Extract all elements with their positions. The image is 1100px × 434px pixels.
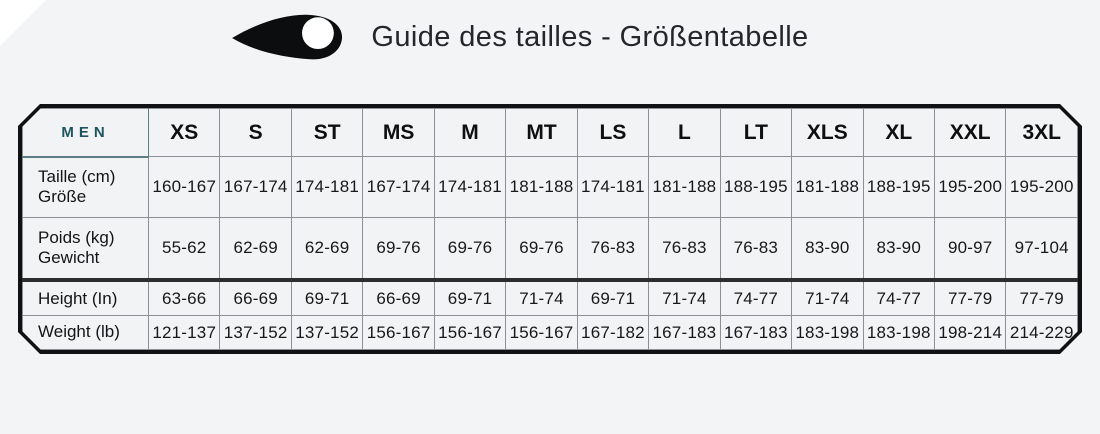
size-column-header: XL: [863, 109, 934, 157]
size-value-cell: 156-167: [363, 316, 434, 350]
size-column-header: MS: [363, 109, 434, 157]
size-value-cell: 69-71: [434, 280, 505, 316]
size-value-cell: 188-195: [720, 157, 791, 218]
size-value-cell: 66-69: [363, 280, 434, 316]
size-value-cell: 195-200: [1006, 157, 1078, 218]
size-value-cell: 167-182: [577, 316, 648, 350]
size-value-cell: 74-77: [720, 280, 791, 316]
size-column-header: ST: [291, 109, 362, 157]
table-row: Poids (kg) Gewicht 55-62 62-69 62-69 69-76 69-…: [23, 218, 1078, 281]
size-guide-table: MEN XS S ST MS M MT LS L LT XLS XL XXL 3XL Taille (c…: [22, 108, 1078, 350]
row-label-line: Größe: [38, 187, 87, 207]
size-value-cell: 69-76: [363, 218, 434, 281]
size-column-header: M: [434, 109, 505, 157]
size-column-header: L: [649, 109, 720, 157]
size-value-cell: 137-152: [220, 316, 291, 350]
size-value-cell: 183-198: [792, 316, 863, 350]
size-value-cell: 137-152: [291, 316, 362, 350]
size-value-cell: 62-69: [220, 218, 291, 281]
size-column-header: 3XL: [1006, 109, 1078, 157]
row-label: Weight (lb): [23, 316, 149, 350]
size-value-cell: 83-90: [863, 218, 934, 281]
size-value-cell: 167-183: [649, 316, 720, 350]
page-corner-cut: [0, 0, 46, 46]
size-value-cell: 214-229: [1006, 316, 1078, 350]
header: Guide des tailles - Größentabelle: [0, 6, 1100, 68]
size-value-cell: 167-183: [720, 316, 791, 350]
page-title: Guide des tailles - Größentabelle: [371, 20, 809, 53]
size-value-cell: 71-74: [649, 280, 720, 316]
size-value-cell: 156-167: [434, 316, 505, 350]
row-label: Height (In): [23, 280, 149, 316]
table-row: Taille (cm) Größe 160-167 167-174 174-181 167…: [23, 157, 1078, 218]
size-column-header: LS: [577, 109, 648, 157]
size-value-cell: 63-66: [149, 280, 220, 316]
size-column-header: XS: [149, 109, 220, 157]
size-column-header: S: [220, 109, 291, 157]
size-table-head-row: MEN XS S ST MS M MT LS L LT XLS XL XXL 3XL: [23, 109, 1078, 157]
row-label-line: Poids (kg): [38, 227, 115, 247]
size-value-cell: 69-76: [506, 218, 577, 281]
size-table-frame: MEN XS S ST MS M MT LS L LT XLS XL XXL 3XL Taille (c…: [18, 104, 1082, 354]
brand-comet-logo-icon: [231, 10, 347, 64]
size-value-cell: 188-195: [863, 157, 934, 218]
size-value-cell: 181-188: [649, 157, 720, 218]
size-value-cell: 174-181: [577, 157, 648, 218]
size-value-cell: 174-181: [291, 157, 362, 218]
size-value-cell: 71-74: [792, 280, 863, 316]
size-value-cell: 174-181: [434, 157, 505, 218]
size-value-cell: 76-83: [649, 218, 720, 281]
size-value-cell: 66-69: [220, 280, 291, 316]
row-label-line: Height (In): [38, 288, 118, 308]
size-value-cell: 76-83: [720, 218, 791, 281]
size-value-cell: 167-174: [363, 157, 434, 218]
row-label: Taille (cm) Größe: [23, 157, 149, 218]
table-row: Height (In) 63-66 66-69 69-71 66-69 69-71 71-7…: [23, 280, 1078, 316]
table-row: Weight (lb) 121-137 137-152 137-152 156-167 1…: [23, 316, 1078, 350]
size-value-cell: 160-167: [149, 157, 220, 218]
size-value-cell: 77-79: [1006, 280, 1078, 316]
row-label-line: Weight (lb): [38, 322, 120, 342]
size-value-cell: 69-76: [434, 218, 505, 281]
size-value-cell: 181-188: [506, 157, 577, 218]
size-column-header: LT: [720, 109, 791, 157]
size-column-header: XLS: [792, 109, 863, 157]
row-label-line: Taille (cm): [38, 166, 116, 186]
size-value-cell: 74-77: [863, 280, 934, 316]
size-value-cell: 181-188: [792, 157, 863, 218]
size-value-cell: 83-90: [792, 218, 863, 281]
size-value-cell: 69-71: [577, 280, 648, 316]
size-value-cell: 76-83: [577, 218, 648, 281]
size-value-cell: 71-74: [506, 280, 577, 316]
size-value-cell: 62-69: [291, 218, 362, 281]
size-column-header: XXL: [934, 109, 1005, 157]
size-value-cell: 156-167: [506, 316, 577, 350]
row-label-line: Gewicht: [38, 248, 100, 268]
size-value-cell: 121-137: [149, 316, 220, 350]
size-value-cell: 69-71: [291, 280, 362, 316]
row-label: Poids (kg) Gewicht: [23, 218, 149, 281]
size-value-cell: 198-214: [934, 316, 1005, 350]
size-table: MEN XS S ST MS M MT LS L LT XLS XL XXL 3XL Taille (c…: [22, 108, 1078, 350]
size-value-cell: 90-97: [934, 218, 1005, 281]
size-value-cell: 195-200: [934, 157, 1005, 218]
gender-header: MEN: [23, 109, 149, 157]
size-value-cell: 55-62: [149, 218, 220, 281]
size-column-header: MT: [506, 109, 577, 157]
size-value-cell: 77-79: [934, 280, 1005, 316]
size-value-cell: 183-198: [863, 316, 934, 350]
size-value-cell: 167-174: [220, 157, 291, 218]
size-value-cell: 97-104: [1006, 218, 1078, 281]
